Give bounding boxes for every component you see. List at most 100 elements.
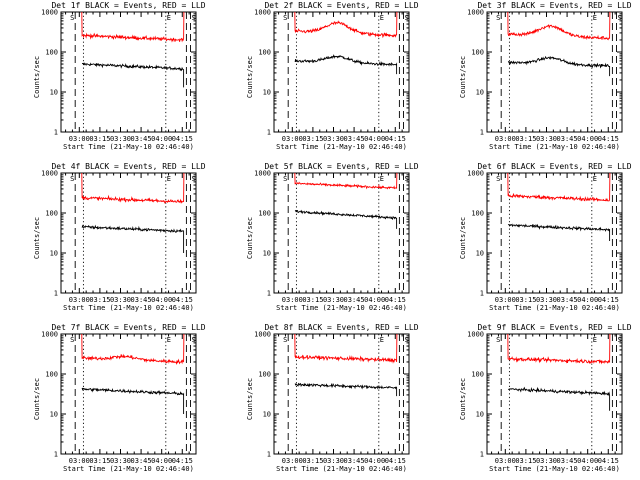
y-tick-label: 10 [50,411,58,419]
panel-det-6f: Det 6f BLACK = Events, RED = LLD 1 10 100 10… [459,162,632,312]
x-tick-label: 03:30 [536,135,557,143]
x-tick-label: 03:45 [557,296,578,304]
y-tick-label: 10 [263,89,271,97]
x-tick-label: 03:30 [536,457,557,465]
start-marker-label: S [405,336,409,344]
x-tick-label: 04:15 [598,296,619,304]
y-tick-label: 100 [45,371,58,379]
start-marker-label: S [496,336,500,344]
x-axis-label: Start Time (21-May-10 02:46:40) [489,143,620,151]
start-marker-label: S [192,175,196,183]
end-marker-label: E [380,175,384,183]
x-tick-label: 03:15 [515,296,536,304]
panel-title: Det 6f BLACK = Events, RED = LLD [477,162,631,171]
events-series-line [294,209,398,229]
x-tick-label: 03:30 [323,457,344,465]
lld-series-line [507,333,611,365]
y-axis-label: Counts/sec [459,56,467,98]
end-marker-label: E [380,336,384,344]
plot-frame [273,11,410,133]
end-marker-label: E [167,14,171,22]
panel-title: Det 3f BLACK = Events, RED = LLD [477,1,631,10]
x-tick-label: 03:00 [495,135,516,143]
x-tick-label: 03:45 [344,135,365,143]
x-axis-label: Start Time (21-May-10 02:46:40) [276,304,407,312]
x-tick-label: 03:00 [282,135,303,143]
events-series-line [81,62,185,88]
y-tick-label: 1000 [254,9,271,17]
lld-series-line [81,11,185,43]
x-tick-label: 04:00 [364,457,385,465]
x-tick-label: 04:15 [385,135,406,143]
y-tick-label: 1 [480,129,484,137]
panel-det-2f: Det 2f BLACK = Events, RED = LLD 1 10 100 10… [246,1,419,151]
x-tick-label: 03:30 [110,296,131,304]
start-marker-label: S [283,175,287,183]
x-tick-label: 04:15 [172,457,193,465]
y-tick-label: 1 [480,290,484,298]
x-tick-label: 03:45 [344,296,365,304]
panel-det-9f: Det 9f BLACK = Events, RED = LLD 1 10 100 10… [459,323,632,473]
y-tick-label: 100 [471,210,484,218]
panel-title: Det 9f BLACK = Events, RED = LLD [477,323,631,332]
y-tick-label: 10 [263,411,271,419]
start-marker-label: S [618,175,622,183]
x-tick-label: 03:15 [89,135,110,143]
x-tick-label: 03:15 [89,457,110,465]
x-tick-label: 04:00 [364,135,385,143]
start-marker-label: S [192,14,196,22]
y-axis-label: Counts/sec [33,378,41,420]
x-tick-label: 03:00 [69,457,90,465]
x-axis-label: Start Time (21-May-10 02:46:40) [63,465,194,473]
x-tick-label: 03:15 [89,296,110,304]
x-tick-label: 03:30 [323,135,344,143]
plot-frame [486,333,623,455]
events-series-line [507,55,611,77]
y-tick-label: 10 [50,89,58,97]
y-tick-label: 10 [50,250,58,258]
y-tick-label: 1000 [41,9,58,17]
y-tick-label: 100 [471,49,484,57]
x-tick-label: 04:15 [598,457,619,465]
x-tick-label: 03:00 [69,135,90,143]
y-axis-label: Counts/sec [246,217,254,259]
start-marker-label: S [283,14,287,22]
panel-det-8f: Det 8f BLACK = Events, RED = LLD 1 10 100 10… [246,323,419,473]
events-series-line [81,224,185,253]
x-axis-label: Start Time (21-May-10 02:46:40) [276,465,407,473]
x-tick-label: 03:45 [131,135,152,143]
y-axis-label: Counts/sec [246,56,254,98]
x-tick-label: 03:00 [495,457,516,465]
y-axis-label: Counts/sec [33,217,41,259]
panel-det-1f: Det 1f BLACK = Events, RED = LLD 1 10 100 10… [33,1,206,151]
x-tick-label: 04:15 [172,296,193,304]
lld-series-line [507,11,611,41]
x-tick-label: 04:00 [364,296,385,304]
x-tick-label: 03:45 [131,296,152,304]
y-tick-label: 1 [267,290,271,298]
x-tick-label: 03:45 [557,457,578,465]
y-tick-label: 1000 [467,331,484,339]
y-tick-label: 10 [476,250,484,258]
x-tick-label: 03:15 [515,135,536,143]
start-marker-label: S [496,175,500,183]
x-axis-label: Start Time (21-May-10 02:46:40) [63,143,194,151]
y-tick-label: 1000 [254,331,271,339]
lld-series-line [294,333,398,364]
y-tick-label: 1 [480,451,484,459]
y-tick-label: 1000 [467,170,484,178]
panel-title: Det 1f BLACK = Events, RED = LLD [51,1,205,10]
panel-det-7f: Det 7f BLACK = Events, RED = LLD 1 10 100 10… [33,323,206,473]
end-marker-label: E [380,14,384,22]
x-tick-label: 03:00 [69,296,90,304]
x-tick-label: 04:00 [151,457,172,465]
y-tick-label: 100 [258,371,271,379]
start-marker-label: S [405,175,409,183]
x-tick-label: 03:15 [515,457,536,465]
y-tick-label: 1 [54,451,58,459]
plot-frame [273,333,410,455]
y-axis-label: Counts/sec [459,378,467,420]
start-marker-label: S [405,14,409,22]
x-tick-label: 04:00 [577,457,598,465]
